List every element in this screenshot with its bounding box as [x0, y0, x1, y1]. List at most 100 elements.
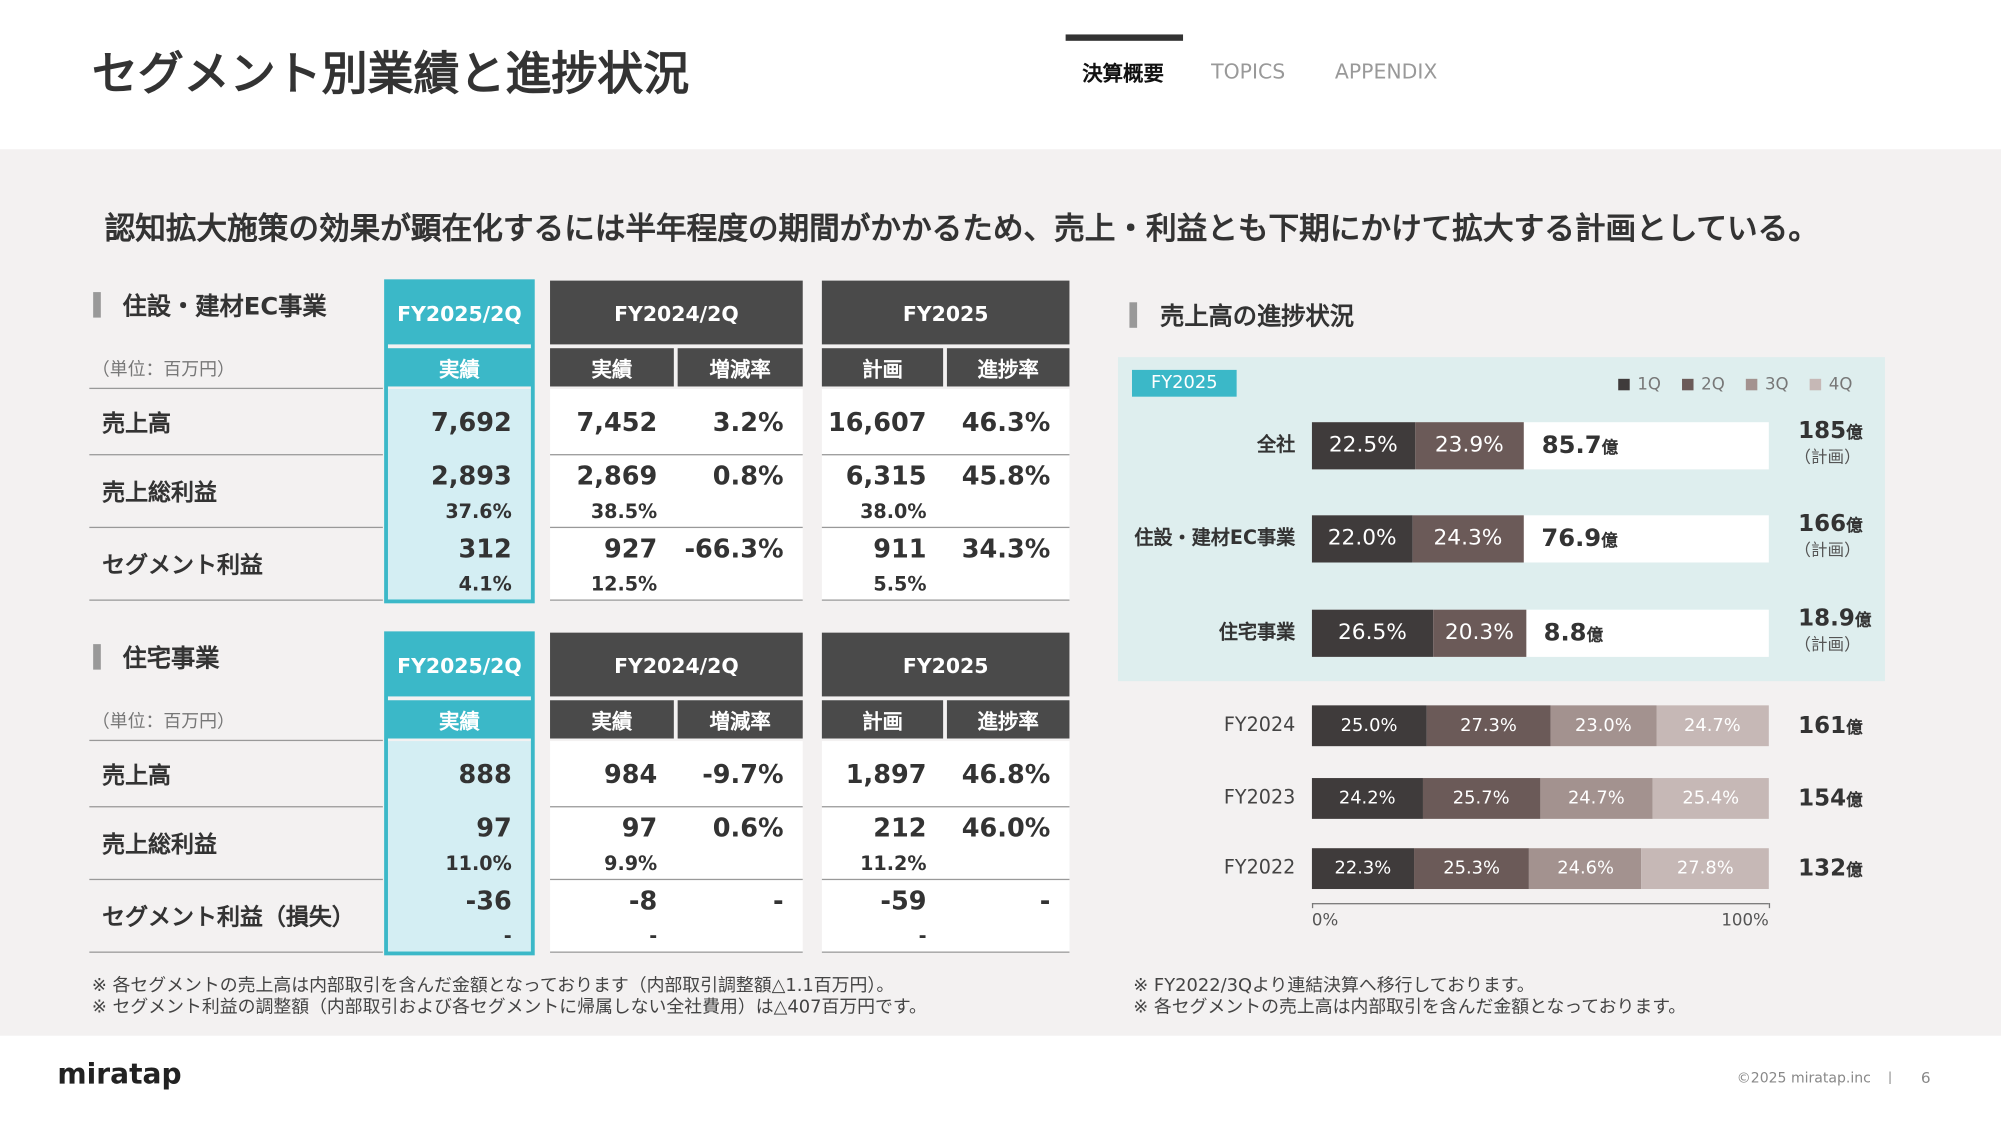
total-label: 185億	[1798, 417, 1863, 445]
column-header	[821, 700, 944, 739]
column-header	[946, 700, 1070, 739]
unit-label: （単位：百万円）	[91, 359, 235, 381]
column-header	[946, 348, 1070, 387]
x-tick	[1768, 903, 1771, 909]
label-rule	[89, 739, 383, 742]
nav-tab[interactable]: 決算概要	[1082, 61, 1164, 86]
unit: 億	[1601, 531, 1618, 552]
legend-swatch	[1809, 378, 1822, 391]
category-label: 住設・建材EC事業	[1134, 526, 1296, 550]
total-label: 18.9億	[1798, 605, 1872, 633]
column-label: 実績	[591, 709, 633, 734]
cell-margin: -	[503, 924, 512, 948]
bar-value-label: 27.3%	[1460, 715, 1517, 736]
page-title: セグメント別業績と進捗状況	[91, 48, 690, 101]
footnote: ※ 各セグメントの売上高は内部取引を含んだ金額となっております（内部取引調整額△…	[91, 975, 895, 997]
row-label: 売上高	[102, 410, 172, 437]
copyright: ©2025 miratap.inc	[1736, 1069, 1871, 1087]
cell-value: 3.2%	[712, 406, 784, 437]
column-label: 進捗率	[977, 357, 1039, 382]
bar-value-label: 23.0%	[1575, 715, 1632, 736]
legend-label: 1Q	[1637, 375, 1661, 395]
cell-value: -36	[465, 885, 512, 916]
label-rule	[89, 387, 383, 390]
cell-value: 911	[873, 533, 927, 564]
bar-value-label: 20.3%	[1444, 619, 1514, 646]
bar-segment	[1529, 848, 1642, 890]
page-number: 6	[1920, 1068, 1931, 1087]
bar-segment	[1422, 778, 1540, 819]
legend-swatch	[1618, 378, 1630, 391]
cell-value: -	[772, 885, 784, 916]
row-rule	[89, 806, 383, 808]
category-label: 住宅事業	[1218, 620, 1296, 644]
row-rule	[821, 951, 1070, 953]
group-header	[385, 632, 534, 697]
legend-label: 2Q	[1701, 375, 1725, 395]
cell-value: 34.3%	[961, 533, 1051, 564]
row-rule	[89, 454, 383, 456]
bar-segment	[1311, 609, 1433, 657]
unit: 億	[1846, 424, 1863, 444]
section-title: 住宅事業	[122, 644, 220, 673]
cell-margin: 11.0%	[445, 852, 512, 875]
highlight-frame	[384, 631, 535, 956]
badge: FY2025	[1150, 372, 1218, 393]
cell-value: 212	[873, 812, 927, 844]
legend-label: 4Q	[1828, 375, 1853, 395]
column-header	[821, 348, 944, 387]
nav-tab[interactable]: APPENDIX	[1334, 59, 1438, 84]
x-tick-label: 100%	[1721, 911, 1769, 931]
chart-title: 売上高の進捗状況	[1160, 302, 1355, 331]
bar-value-label: 22.3%	[1334, 858, 1392, 879]
bar-value-label: 24.3%	[1433, 525, 1503, 552]
bar-segment	[1426, 705, 1551, 747]
bar-value-label: 22.5%	[1328, 432, 1398, 458]
column-header	[550, 700, 674, 739]
bar-segment	[1413, 848, 1530, 890]
bar-segment	[1412, 514, 1524, 562]
cell-margin: 37.6%	[445, 499, 512, 523]
cell-value: 1,897	[845, 758, 927, 789]
bar-value-label: 27.8%	[1676, 858, 1734, 879]
bar-segment	[1550, 705, 1656, 747]
bar-value-label: 24.7%	[1567, 788, 1625, 809]
logo: miratap	[57, 1059, 182, 1092]
legend-swatch	[1682, 378, 1694, 391]
nav-tab[interactable]: TOPICS	[1211, 59, 1286, 84]
cell-value: 46.8%	[961, 758, 1051, 789]
legend-label: 3Q	[1764, 375, 1789, 395]
bar-segment	[1655, 705, 1769, 747]
column-header	[677, 700, 803, 739]
group-body	[821, 741, 1070, 953]
group-label: FY2025/2Q	[397, 301, 522, 326]
cell-value: 927	[603, 533, 658, 564]
row-rule	[550, 951, 803, 953]
bar-value-label: 22.0%	[1327, 525, 1397, 552]
bar-segment	[1414, 421, 1524, 469]
cell-value: -66.3%	[684, 533, 784, 564]
cell-value: 0.8%	[712, 460, 784, 492]
cell-margin: 11.2%	[860, 852, 927, 875]
footnote: ※ 各セグメントの売上高は内部取引を含んだ金額となっております。	[1133, 997, 1687, 1018]
legend-swatch	[1745, 378, 1758, 391]
unit: 億	[1586, 626, 1604, 646]
cell-value: -59	[880, 885, 927, 916]
cell-margin: 5.5%	[873, 572, 927, 596]
row-rule	[821, 526, 1070, 529]
section-marker	[93, 644, 101, 670]
cell-value: -	[1039, 885, 1051, 916]
row-rule	[821, 454, 1070, 456]
bar-segment	[1311, 421, 1415, 469]
bar-segment	[1539, 778, 1653, 819]
column-header	[385, 700, 534, 739]
cell-value: 46.3%	[961, 406, 1051, 437]
cell-value: 2,893	[431, 460, 512, 492]
row-rule	[550, 806, 803, 808]
cell-margin: 4.1%	[458, 572, 512, 596]
unit: 億	[1846, 718, 1863, 738]
cell-margin: 12.5%	[590, 572, 658, 596]
cell-value: 6,315	[845, 460, 927, 492]
category-label: FY2024	[1223, 713, 1296, 736]
cell-value: -8	[628, 885, 658, 916]
